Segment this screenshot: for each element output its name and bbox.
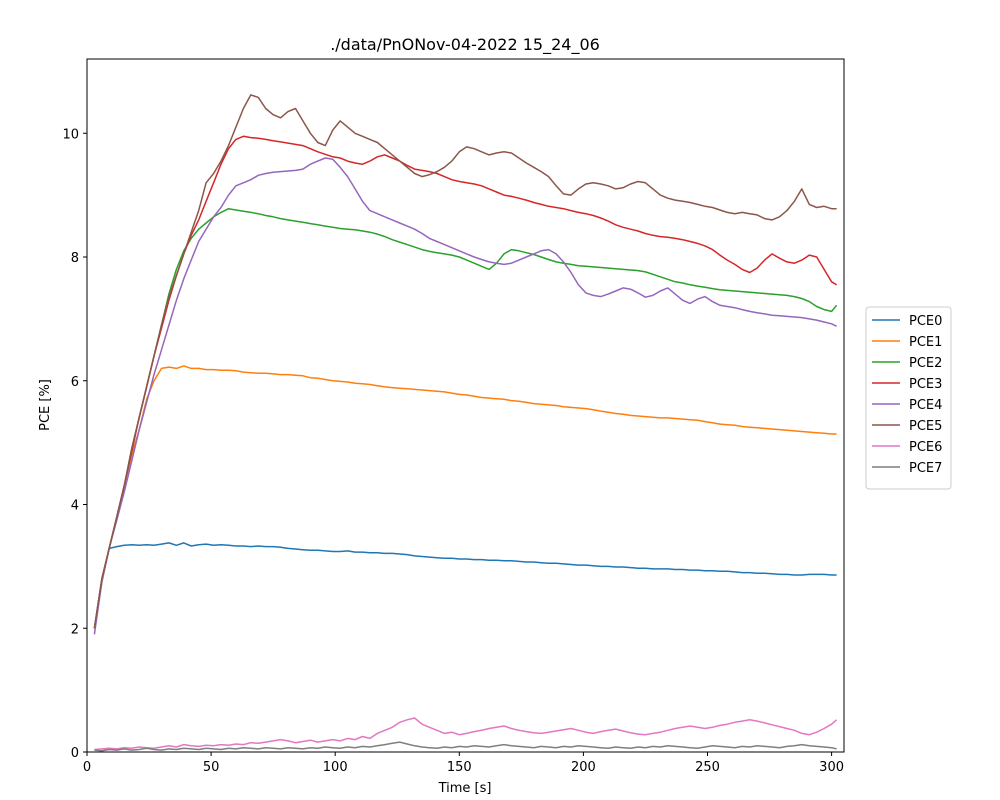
x-tick-label: 50	[203, 760, 220, 775]
series-line-pce3	[93, 135, 837, 629]
legend-label-pce5: PCE5	[909, 419, 942, 434]
x-tick-label: 0	[83, 760, 91, 775]
y-tick-label: 4	[71, 499, 79, 514]
y-tick-label: 0	[71, 746, 79, 761]
y-tick-label: 6	[71, 375, 79, 390]
x-tick-label: 100	[323, 760, 348, 775]
y-axis-label: PCE [%]	[38, 379, 53, 431]
y-axis: 0 2 4 6 8 10	[62, 127, 87, 761]
series-line-pce1	[93, 365, 837, 629]
series-line-pce0	[93, 542, 837, 629]
legend-label-pce6: PCE6	[909, 440, 942, 455]
chart-title: ./data/PnONov-04-2022 15_24_06	[330, 35, 600, 55]
series-line-pce6	[94, 717, 838, 751]
series-line-pce5	[93, 94, 837, 629]
legend-label-pce1: PCE1	[909, 335, 942, 350]
legend-label-pce7: PCE7	[909, 461, 942, 476]
x-axis: 0 50 100 150 200 250 300	[83, 752, 844, 775]
y-tick-label: 8	[71, 251, 79, 266]
x-tick-label: 200	[571, 760, 596, 775]
legend: PCE0 PCE1 PCE2 PCE3 PCE4 PCE5 PCE6 PCE7	[865, 306, 952, 490]
series-line-pce2	[93, 207, 838, 629]
x-tick-label: 300	[819, 760, 844, 775]
plot-area	[93, 94, 838, 752]
series-line-pce7	[94, 741, 837, 752]
y-tick-label: 10	[62, 127, 79, 142]
legend-frame	[865, 306, 952, 490]
y-tick-label: 2	[71, 622, 79, 637]
legend-label-pce4: PCE4	[909, 398, 942, 413]
series-line-pce4	[93, 157, 837, 635]
x-tick-label: 150	[447, 760, 472, 775]
x-axis-label: Time [s]	[438, 781, 492, 796]
legend-label-pce2: PCE2	[909, 356, 942, 371]
legend-label-pce0: PCE0	[909, 314, 942, 329]
x-tick-label: 250	[695, 760, 720, 775]
axes-frame	[86, 58, 845, 753]
legend-label-pce3: PCE3	[909, 377, 942, 392]
